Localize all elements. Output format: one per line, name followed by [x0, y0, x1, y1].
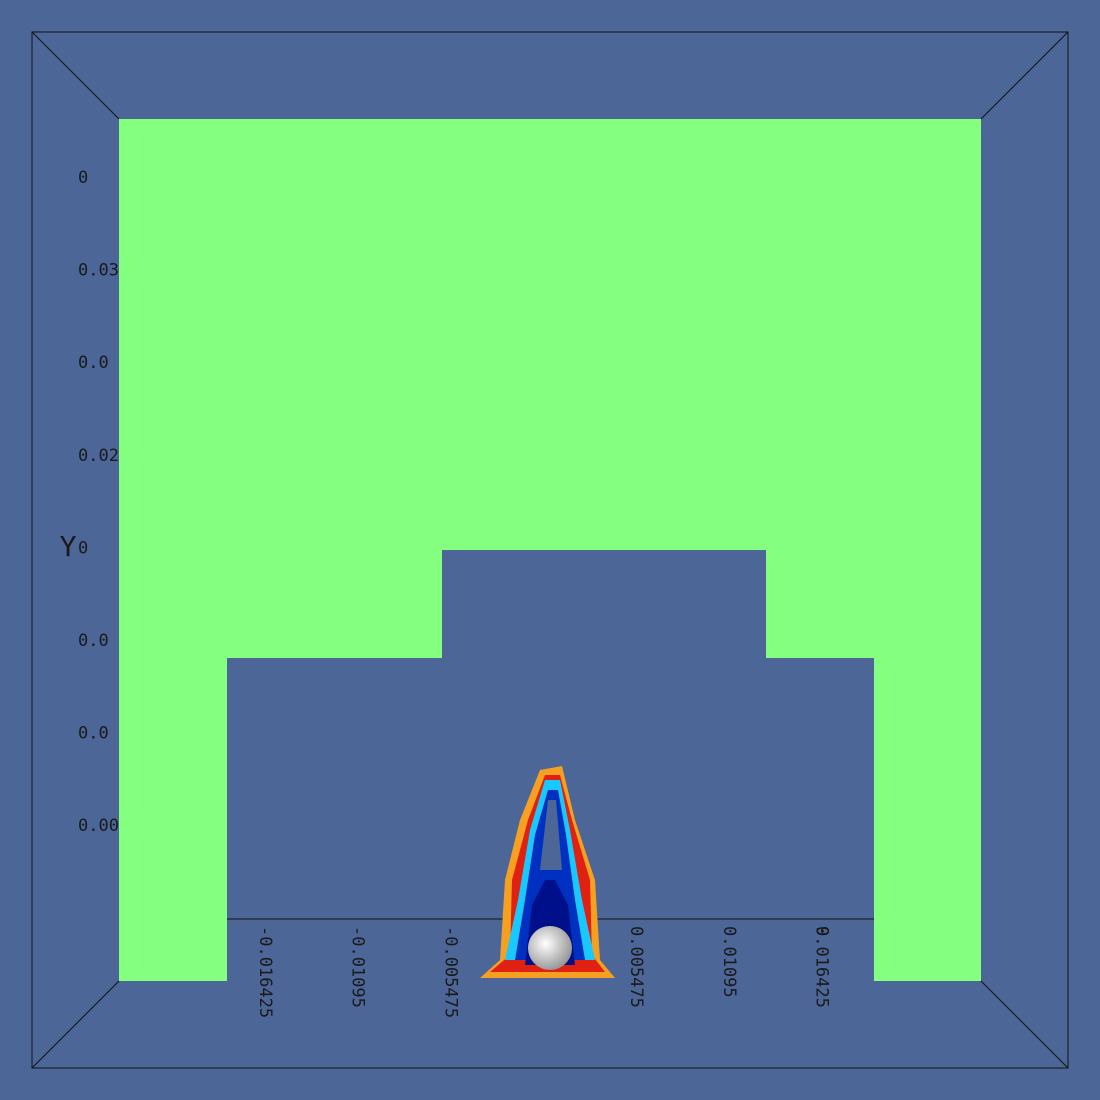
y-ticks: 0 0.03 0.0 0.02 0 0.0 0.0 0.00: [78, 168, 119, 836]
box-edge: [31, 31, 120, 120]
y-tick-label: 0.0: [78, 724, 109, 744]
box-edge: [980, 31, 1069, 120]
y-tick-label: 0: [78, 538, 88, 558]
x-tick-label: -0.005475: [440, 926, 460, 1018]
plume: [480, 766, 615, 978]
y-tick-label: 0.02: [78, 446, 119, 466]
y-axis-label: Y: [60, 530, 77, 563]
box-edge: [980, 980, 1069, 1069]
bounding-box: [31, 31, 1069, 1069]
x-tick-label: 0.01095: [719, 926, 739, 998]
y-tick-label: 0.03: [78, 261, 119, 281]
y-tick-label: 0.0: [78, 631, 109, 651]
x-tick-label: -0.016425: [255, 926, 275, 1018]
x-tick-label: -0.01095: [348, 926, 368, 1008]
box-edge: [31, 980, 120, 1069]
x-tick-label: 9: [812, 926, 832, 936]
solid-region: [119, 119, 981, 981]
x-tick-label: 0.016425: [812, 926, 832, 1008]
sphere: [528, 926, 572, 970]
x-tick-label: 0.005475: [626, 926, 646, 1008]
outer-box: [31, 31, 1069, 1069]
y-tick-label: 0.0: [78, 353, 109, 373]
y-tick-label: 0: [78, 168, 88, 188]
y-tick-label: 0.00: [78, 816, 119, 836]
x-ticks: 219-0.016425-0.01095-0.0054750.0054750.0…: [162, 926, 832, 1018]
